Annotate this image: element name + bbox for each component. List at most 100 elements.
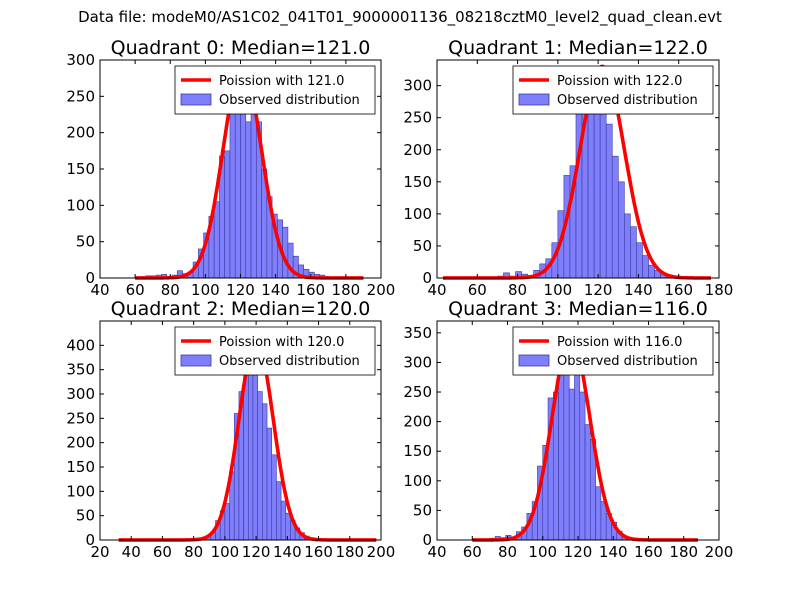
x-tick-label: 200 (367, 281, 396, 299)
y-tick-label: 350 (66, 361, 95, 379)
x-tick-label: 60 (463, 543, 482, 561)
y-tick-label: 350 (403, 324, 432, 342)
subplot-quadrant-3: Quadrant 3: Median=116.0 40 60 80 100 120 140 1… (403, 298, 733, 561)
y-tick-label: 250 (403, 109, 432, 127)
x-tick-label: 20 (90, 543, 109, 561)
y-tick-label: 50 (413, 501, 432, 519)
x-tick-label: 40 (427, 281, 446, 299)
y-tick-label: 0 (422, 269, 432, 287)
histogram-bar (617, 181, 625, 279)
histogram-bar (252, 366, 258, 541)
x-tick-label: 180 (705, 281, 734, 299)
legend-box (512, 65, 714, 115)
y-tick-label: 400 (66, 336, 95, 354)
y-tick-label: 150 (403, 173, 432, 191)
x-tick-label: 80 (498, 543, 517, 561)
legend-bar-swatch (180, 93, 212, 106)
histogram-bar (605, 123, 613, 279)
legend-label-observed: Observed distribution (557, 354, 698, 369)
y-tick-label: 300 (66, 385, 95, 403)
legend-bar-swatch (518, 93, 550, 106)
y-tick-label: 100 (403, 205, 432, 223)
histogram-bar (574, 359, 581, 541)
x-tick-label: 80 (508, 281, 527, 299)
histogram-bar (624, 213, 631, 279)
x-tick-label: 180 (335, 543, 364, 561)
histogram-bar (595, 486, 602, 541)
histogram-bar (262, 403, 268, 541)
legend-label-poisson: Poission with 116.0 (557, 335, 682, 350)
x-tick-label: 80 (161, 281, 180, 299)
histogram-bar (266, 427, 273, 541)
y-tick-label: 250 (66, 409, 95, 427)
legend-box (174, 326, 376, 376)
y-tick-label: 0 (422, 531, 432, 549)
x-tick-label: 40 (122, 543, 141, 561)
x-tick-label: 140 (261, 281, 290, 299)
y-tick-label: 100 (66, 196, 95, 214)
x-tick-label: 40 (427, 543, 446, 561)
x-tick-label: 160 (664, 281, 693, 299)
y-tick-label: 0 (85, 269, 95, 287)
histogram-bar (229, 106, 236, 279)
y-tick-label: 100 (403, 472, 432, 490)
x-tick-label: 180 (669, 543, 698, 561)
y-tick-label: 200 (66, 434, 95, 452)
legend-label-poisson: Poission with 121.0 (219, 74, 344, 89)
y-tick-label: 250 (403, 383, 432, 401)
y-tick-label: 200 (66, 124, 95, 142)
panel-title: Quadrant 0: Median=121.0 (111, 37, 371, 59)
y-tick-label: 300 (66, 51, 95, 69)
histogram-bar (285, 512, 291, 541)
legend-label-poisson: Poission with 120.0 (219, 335, 344, 350)
y-tick-label: 150 (403, 442, 432, 460)
legend-label-observed: Observed distribution (219, 93, 360, 108)
histogram-bar (257, 391, 263, 541)
subplot-quadrant-2: Quadrant 2: Median=120.020 40 60 80 100 120 14… (66, 298, 395, 561)
y-tick-label: 150 (66, 160, 95, 178)
y-tick-label: 200 (403, 141, 432, 159)
histogram-bar (611, 155, 619, 279)
legend-label-observed: Observed distribution (557, 93, 698, 108)
histogram-bar (276, 481, 282, 541)
axes-frame (436, 59, 720, 279)
y-tick-label: 0 (85, 531, 95, 549)
x-tick-label: 40 (90, 281, 109, 299)
x-tick-label: 180 (332, 281, 361, 299)
x-tick-label: 200 (367, 543, 396, 561)
y-tick-label: 50 (76, 233, 95, 251)
legend-box (174, 65, 376, 115)
figure-title: Data file: modeM0/AS1C02_041T01_90000011… (78, 8, 722, 26)
x-tick-label: 60 (153, 543, 172, 561)
y-tick-label: 250 (66, 87, 95, 105)
x-tick-label: 100 (528, 543, 557, 561)
panel-title: Quadrant 3: Median=116.0 (448, 298, 708, 320)
histogram-bar (563, 362, 570, 541)
legend-bar-swatch (518, 354, 550, 367)
x-tick-label: 160 (296, 281, 325, 299)
histogram-bar (224, 503, 230, 541)
x-tick-label: 120 (242, 543, 271, 561)
histogram-bar (593, 110, 601, 279)
histogram-bar (599, 98, 607, 279)
histogram-bar (630, 226, 637, 279)
legend-bar-swatch (180, 354, 212, 367)
x-tick-label: 140 (273, 543, 302, 561)
x-tick-label: 140 (599, 543, 628, 561)
legend-label-poisson: Poission with 122.0 (557, 74, 682, 89)
histogram-bar (224, 150, 231, 279)
legend-box (512, 326, 714, 376)
x-tick-label: 100 (544, 281, 573, 299)
y-tick-label: 50 (413, 237, 432, 255)
x-tick-label: 140 (624, 281, 653, 299)
x-tick-label: 120 (584, 281, 613, 299)
histogram-bar (642, 255, 649, 279)
x-tick-label: 160 (304, 543, 333, 561)
axes-frame (99, 320, 382, 541)
legend-label-observed: Observed distribution (219, 354, 360, 369)
x-tick-label: 120 (226, 281, 255, 299)
x-tick-label: 160 (634, 543, 663, 561)
subplot-quadrant-0: Quadrant 0: Median=121.0 40 60 80 100 120 140 1… (66, 37, 395, 299)
histogram-bar (245, 121, 252, 279)
